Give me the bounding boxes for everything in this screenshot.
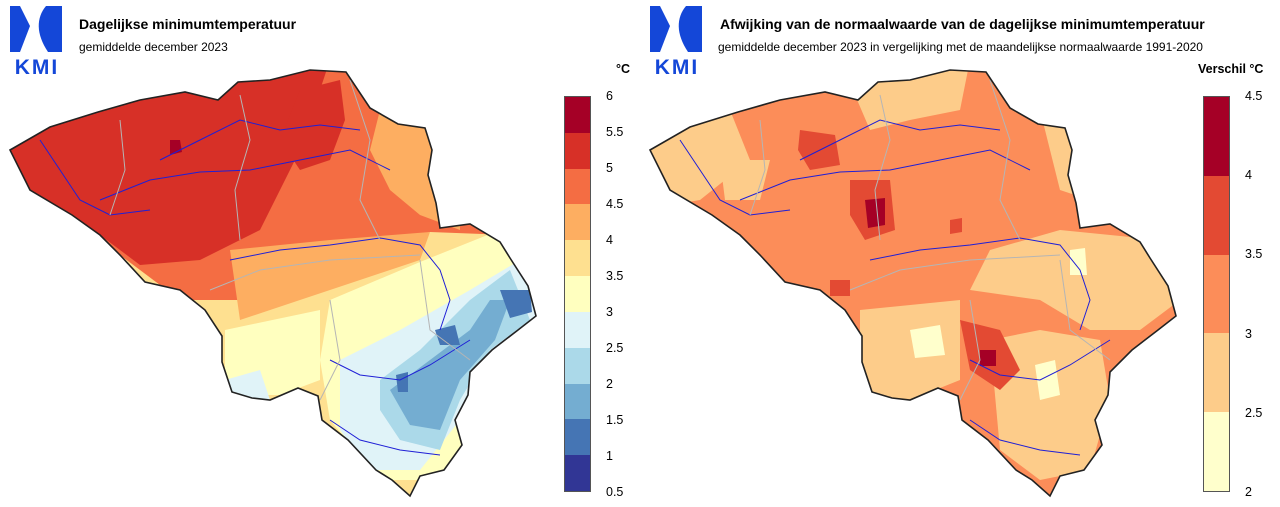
- legend-color-swatch: [1204, 254, 1229, 334]
- kmi-logo: KMI: [6, 4, 66, 79]
- map-panel-minimum-temperature: KMI Dagelijkse minimumtemperatuur gemidd…: [6, 0, 640, 507]
- legend-color-swatch: [565, 419, 590, 456]
- legend-color-swatch: [565, 455, 590, 491]
- kmi-logo-icon: [10, 6, 62, 52]
- legend-color-swatch: [565, 383, 590, 420]
- kmi-logo: KMI: [646, 4, 706, 79]
- legend-tick-label: 0.5: [606, 485, 624, 499]
- map-title: Afwijking van de normaalwaarde van de da…: [720, 16, 1205, 32]
- legend-tick-label: 4: [1245, 168, 1252, 183]
- legend-color-swatch: [1204, 333, 1229, 413]
- legend-tick-label: 1.5: [606, 413, 624, 427]
- legend-tick-label: 5: [606, 161, 613, 175]
- kmi-logo-text: KMI: [654, 56, 700, 79]
- legend-tick-label: 3: [606, 305, 613, 319]
- legend-tick-label: 2.5: [1245, 405, 1263, 420]
- legend-color-swatch: [565, 168, 590, 205]
- map-subtitle: gemiddelde december 2023: [79, 40, 228, 54]
- legend-color-swatch: [565, 347, 590, 384]
- legend-color-swatch: [565, 204, 590, 241]
- legend-color-swatch: [565, 311, 590, 348]
- legend-color-swatch: [565, 240, 590, 277]
- legend-color-swatch: [565, 97, 590, 133]
- legend-tick-label: 2: [606, 377, 613, 391]
- map-subtitle: gemiddelde december 2023 in vergelijking…: [718, 40, 1203, 54]
- kmi-logo-icon: [650, 6, 702, 52]
- legend-unit: Verschil °C: [1198, 62, 1264, 76]
- legend-color-swatch: [1204, 175, 1229, 255]
- legend-tick-label: 1: [606, 449, 613, 463]
- map-panel-anomaly: KMI Afwijking van de normaalwaarde van d…: [640, 0, 1280, 507]
- legend-color-bar: [1203, 96, 1230, 492]
- belgium-anomaly-map: [649, 69, 1177, 497]
- legend-tick-label: 3.5: [1245, 247, 1263, 262]
- legend-tick-label: 2: [1245, 485, 1252, 499]
- legend-color-swatch: [1204, 97, 1229, 176]
- legend-tick-label: 5.5: [606, 125, 624, 139]
- legend-tick-label: 4.5: [1245, 89, 1263, 103]
- color-legend: °C 6 5.5 5 4.5 4 3.5 3 2.5 2 1.5 1 0.5: [564, 0, 640, 507]
- legend-color-swatch: [1204, 412, 1229, 491]
- legend-unit: °C: [616, 62, 631, 76]
- legend-color-swatch: [565, 132, 590, 169]
- kmi-logo-text: KMI: [14, 56, 60, 79]
- legend-tick-label: 6: [606, 89, 613, 103]
- legend-tick-label: 4.5: [606, 197, 624, 211]
- belgium-temperature-map: [9, 69, 537, 497]
- legend-tick-label: 4: [606, 233, 613, 247]
- color-legend: Verschil °C 4.5 4 3.5 3 2.5 2: [1198, 0, 1280, 507]
- legend-tick-label: 2.5: [606, 341, 624, 355]
- legend-color-swatch: [565, 276, 590, 312]
- legend-tick-label: 3: [1245, 326, 1252, 341]
- legend-color-bar: [564, 96, 591, 492]
- map-title: Dagelijkse minimumtemperatuur: [79, 16, 297, 32]
- legend-tick-label: 3.5: [606, 269, 624, 283]
